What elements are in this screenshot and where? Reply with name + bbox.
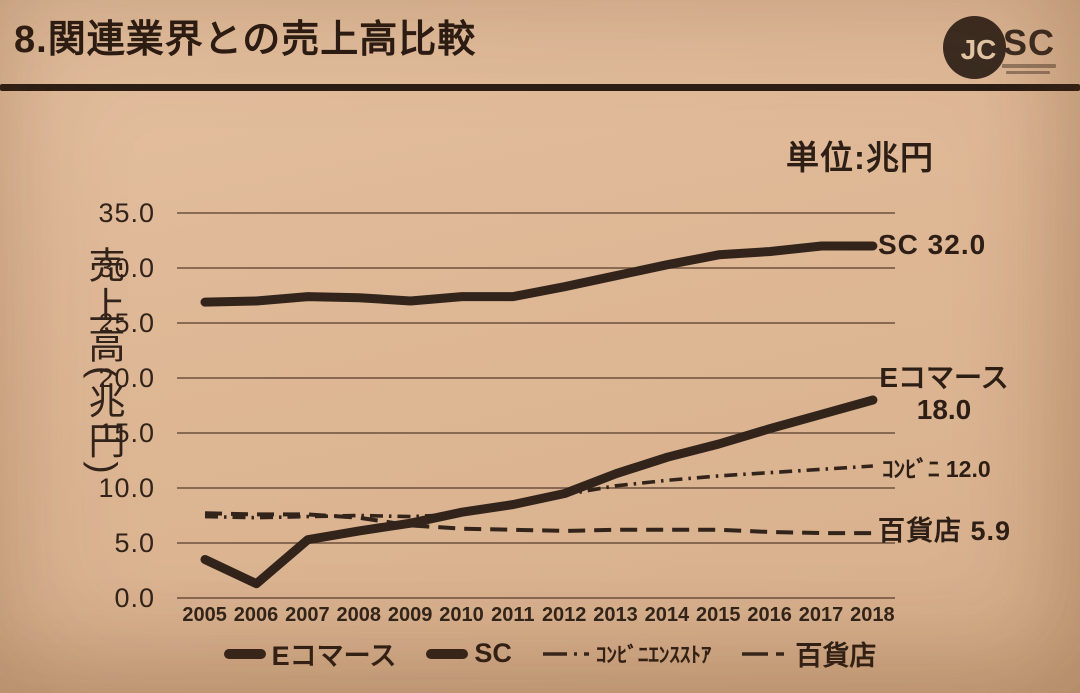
series-line-Eコマース	[200, 395, 878, 589]
series-line-SC	[200, 241, 878, 307]
legend-item-department: 百貨店	[741, 634, 876, 673]
jcsc-logo-sc-text: SC	[1003, 22, 1056, 63]
y-tick-label: 25.0	[98, 308, 155, 338]
legend-label: SC	[474, 638, 512, 668]
y-tick-label: 10.0	[98, 473, 155, 503]
y-tick-label: 35.0	[98, 198, 155, 228]
legend-item-sc: SC	[426, 638, 512, 669]
jcsc-logo: JC SC	[940, 12, 1070, 82]
x-tick-label: 2009	[387, 604, 433, 626]
x-tick-label: 2008	[336, 604, 382, 626]
y-axis-title: 売上高(兆円)	[83, 246, 124, 477]
x-tick-label: 2012	[541, 604, 587, 626]
annotation-ecommerce-value: 18.0	[916, 394, 972, 426]
x-tick-label: 2015	[696, 604, 741, 626]
x-tick-label: 2007	[285, 604, 330, 626]
jcsc-logo-circle: JC	[943, 16, 1006, 79]
legend-swatch-dash-dot-line-icon	[542, 651, 589, 656]
legend-swatch-solid-line-icon	[426, 648, 469, 659]
line-chart-plot-area	[177, 212, 895, 599]
annotation-convenience: ｺﾝﾋﾞﾆ 12.0	[882, 456, 991, 482]
x-tick-label: 2011	[491, 604, 535, 626]
jcsc-logo-subtext-line	[1006, 71, 1050, 74]
x-tick-label: 2016	[747, 604, 792, 626]
legend-label: ｺﾝﾋﾞﾆｴﾝｽｽﾄｱ	[595, 643, 712, 667]
x-tick-label: 2005	[182, 604, 227, 626]
slide-title: 8.関連業界との売上高比較	[14, 19, 477, 61]
series-line-百貨店	[204, 511, 873, 536]
x-tick-label: 2018	[850, 604, 895, 626]
legend-item-ecommerce: Eコマース	[223, 634, 397, 673]
title-divider	[0, 84, 1080, 91]
x-axis-tick-labels: 2005 2006 2007 2008 2009 2010 2011 2012 2013 2014…	[179, 604, 898, 627]
annotation-ecommerce-name: Eコマース	[879, 362, 1009, 393]
legend-swatch-solid-line-icon	[223, 648, 266, 659]
x-tick-label: 2010	[439, 604, 484, 626]
chart-legend: Eコマース SC ｺﾝﾋﾞﾆｴﾝｽｽﾄｱ 百貨店	[140, 634, 960, 673]
y-tick-label: 5.0	[114, 528, 155, 558]
x-tick-label: 2017	[798, 604, 844, 626]
y-tick-label: 0.0	[114, 583, 155, 613]
annotation-sc: SC 32.0	[878, 229, 987, 260]
annotation-department: 百貨店 5.9	[878, 516, 1012, 546]
y-tick-label: 15.0	[98, 418, 155, 448]
x-tick-label: 2006	[233, 604, 279, 626]
y-tick-label: 30.0	[98, 253, 155, 283]
annotation-ecommerce: Eコマース 18.0	[862, 362, 1026, 426]
series-line-コンビニエンスストア	[204, 464, 874, 520]
legend-label: Eコマース	[271, 641, 397, 671]
jcsc-logo-circle-text: JC	[960, 33, 997, 65]
legend-item-convenience: ｺﾝﾋﾞﾆｴﾝｽｽﾄｱ	[542, 639, 712, 669]
x-tick-label: 2014	[644, 604, 690, 626]
unit-label: 単位:兆円	[786, 139, 934, 176]
y-axis-tick-labels: 35.0 30.0 25.0 20.0 15.0 10.0 5.0 0.0	[58, 200, 155, 612]
x-tick-label: 2013	[593, 604, 638, 626]
legend-label: 百貨店	[795, 641, 877, 671]
y-tick-label: 20.0	[98, 363, 155, 393]
legend-swatch-dashed-line-icon	[742, 651, 789, 656]
jcsc-logo-subtext-line	[1002, 64, 1056, 68]
